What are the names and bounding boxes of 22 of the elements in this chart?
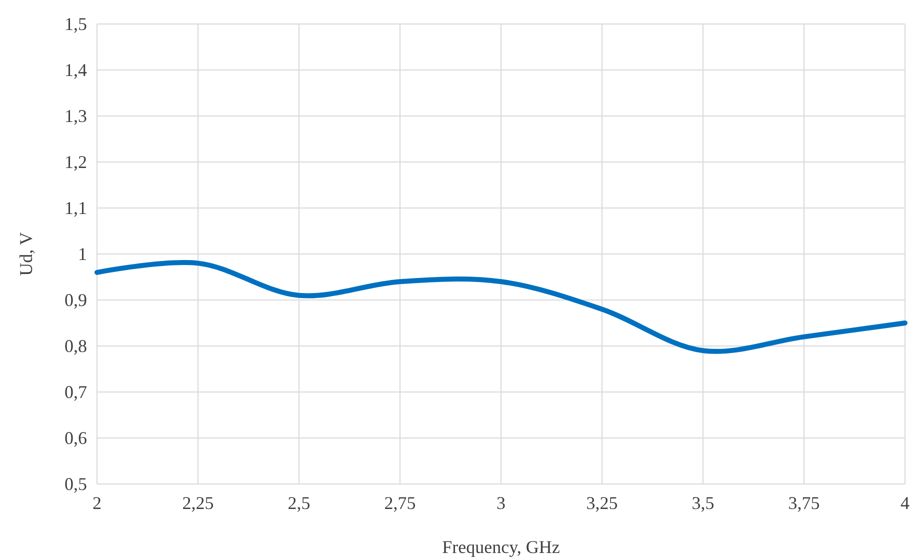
y-tick-label: 1 (78, 244, 87, 264)
x-tick-label: 2 (92, 492, 102, 513)
y-tick-label: 1,5 (64, 14, 87, 34)
y-tick-label: 1,2 (64, 152, 87, 172)
y-tick-label: 1,1 (64, 198, 87, 218)
x-tick-label: 4 (900, 492, 910, 513)
y-tick-label: 0,8 (64, 336, 87, 356)
x-tick-label: 3,75 (788, 492, 820, 513)
y-tick-label: 1,3 (64, 106, 87, 126)
x-tick-label: 2,75 (384, 492, 416, 513)
x-tick-label: 3,5 (692, 492, 714, 513)
y-tick-label: 0,6 (64, 428, 87, 448)
y-tick-label: 0,7 (64, 382, 87, 402)
y-tick-label: 1,4 (64, 60, 87, 80)
x-tick-label: 3,25 (586, 492, 618, 513)
x-tick-label: 2,5 (288, 492, 310, 513)
x-tick-label: 2,25 (182, 492, 214, 513)
y-axis-title: Ud, V (16, 232, 36, 276)
x-axis-title: Frequency, GHz (442, 537, 560, 557)
y-tick-label: 0,9 (64, 290, 87, 310)
y-tick-label: 0,5 (64, 474, 87, 494)
x-tick-label: 3 (496, 492, 506, 513)
